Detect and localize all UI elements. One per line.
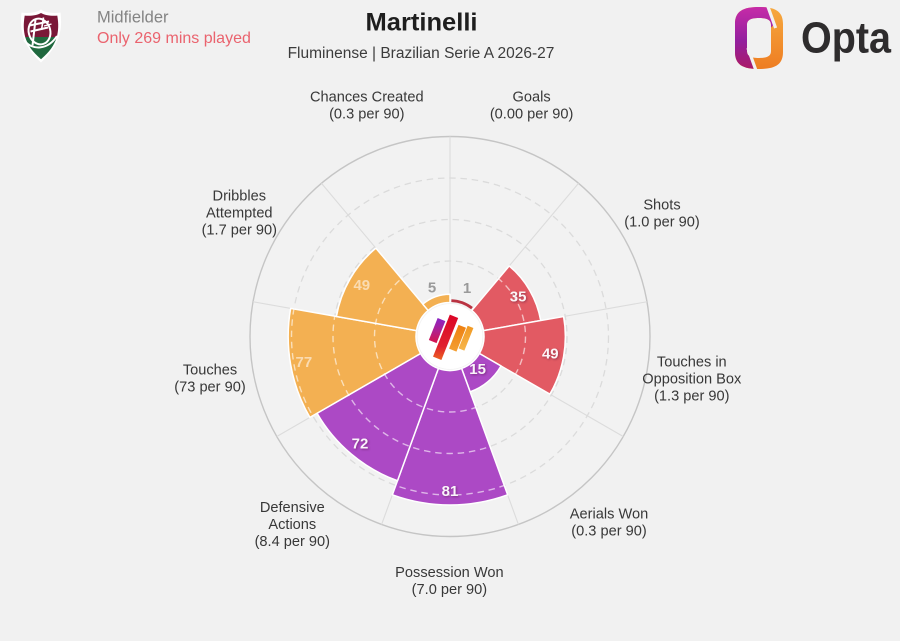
svg-text:Touches: Touches: [183, 363, 237, 379]
svg-text:Possession Won: Possession Won: [395, 565, 503, 581]
svg-text:72: 72: [352, 435, 369, 452]
svg-text:Touches in: Touches in: [657, 355, 727, 371]
svg-text:49: 49: [542, 346, 559, 363]
svg-text:5: 5: [428, 280, 436, 297]
svg-text:Martinelli: Martinelli: [366, 9, 478, 37]
svg-text:Opta: Opta: [801, 15, 892, 63]
svg-text:77: 77: [296, 354, 313, 371]
svg-text:(0.3 per 90): (0.3 per 90): [329, 107, 404, 123]
svg-text:(1.3 per 90): (1.3 per 90): [654, 389, 729, 405]
svg-text:(7.0 per 90): (7.0 per 90): [412, 582, 487, 598]
svg-text:Goals: Goals: [513, 90, 551, 106]
svg-text:Only 269 mins played: Only 269 mins played: [97, 30, 251, 47]
svg-text:(0.3 per 90): (0.3 per 90): [571, 524, 646, 540]
svg-text:Shots: Shots: [643, 198, 680, 214]
svg-text:15: 15: [469, 361, 486, 378]
svg-text:(0.00 per 90): (0.00 per 90): [490, 107, 574, 123]
svg-text:Defensive: Defensive: [260, 500, 325, 516]
svg-text:Aerials Won: Aerials Won: [570, 507, 648, 523]
svg-text:(8.4 per 90): (8.4 per 90): [255, 534, 330, 550]
svg-text:81: 81: [442, 483, 459, 500]
svg-text:Dribbles: Dribbles: [213, 189, 267, 205]
svg-text:(1.0 per 90): (1.0 per 90): [624, 215, 699, 231]
svg-text:Fluminense | Brazilian Serie A: Fluminense | Brazilian Serie A 2026-27: [288, 45, 555, 62]
svg-text:(1.7 per 90): (1.7 per 90): [202, 223, 277, 239]
svg-text:49: 49: [353, 277, 370, 294]
svg-text:Opposition Box: Opposition Box: [642, 372, 742, 388]
svg-text:(73 per 90): (73 per 90): [174, 380, 245, 396]
svg-text:Chances Created: Chances Created: [310, 90, 424, 106]
svg-text:Midfielder: Midfielder: [97, 9, 169, 27]
svg-text:Attempted: Attempted: [206, 206, 273, 222]
svg-text:Actions: Actions: [268, 517, 316, 533]
svg-text:1: 1: [463, 280, 471, 297]
svg-text:35: 35: [510, 289, 527, 306]
